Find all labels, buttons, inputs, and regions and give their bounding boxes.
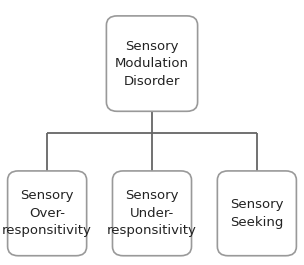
Text: Sensory
Over-
responsitivity: Sensory Over- responsitivity: [2, 189, 92, 237]
Text: Sensory
Seeking: Sensory Seeking: [230, 198, 284, 229]
FancyBboxPatch shape: [217, 171, 296, 256]
FancyBboxPatch shape: [106, 16, 198, 111]
Text: Sensory
Modulation
Disorder: Sensory Modulation Disorder: [115, 39, 189, 88]
FancyBboxPatch shape: [112, 171, 192, 256]
Text: Sensory
Under-
responsitivity: Sensory Under- responsitivity: [107, 189, 197, 237]
FancyBboxPatch shape: [8, 171, 87, 256]
